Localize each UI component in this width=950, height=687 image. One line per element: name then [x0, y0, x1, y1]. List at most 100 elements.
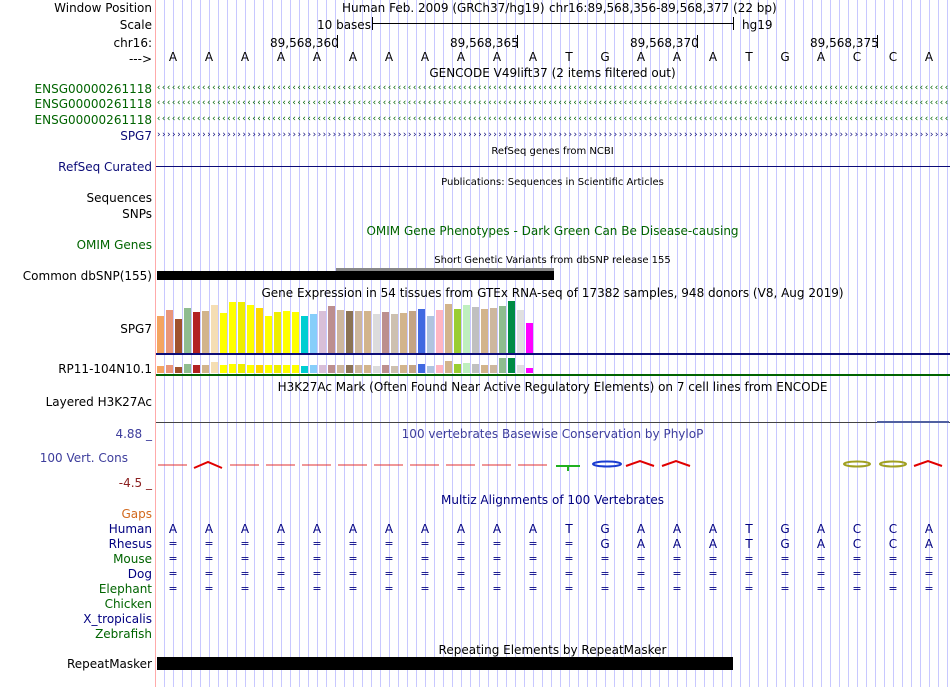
gtex-tissue-bar[interactable] [472, 307, 479, 353]
omim-title[interactable]: OMIM Gene Phenotypes - Dark Green Can Be… [366, 224, 739, 238]
publications-sequences-label[interactable]: Sequences [86, 191, 152, 205]
gtex-tissue-bar[interactable] [301, 316, 308, 353]
gene-strand-line[interactable]: ‹‹‹‹‹‹‹‹‹‹‹‹‹‹‹‹‹‹‹‹‹‹‹‹‹‹‹‹‹‹‹‹‹‹‹‹‹‹‹‹… [156, 98, 948, 108]
gtex-tissue-bar[interactable] [391, 314, 398, 353]
gtex-tissue-bar[interactable] [418, 309, 425, 353]
gtex-tissue-bar[interactable] [220, 365, 227, 373]
species-label[interactable]: Elephant [98, 582, 152, 596]
phylop-label[interactable]: 100 Vert. Cons [39, 451, 128, 465]
gtex-tissue-bar[interactable] [382, 365, 389, 373]
gtex-tissue-bar[interactable] [508, 301, 515, 353]
gtex-tissue-bar[interactable] [265, 316, 272, 353]
gtex-tissue-bar[interactable] [238, 364, 245, 373]
gtex-gene1-line[interactable] [156, 353, 950, 355]
species-label[interactable]: Mouse [113, 552, 152, 566]
h3k27ac-signal[interactable] [877, 421, 949, 423]
gtex-tissue-bar[interactable] [427, 366, 434, 373]
gtex-tissue-bar[interactable] [202, 365, 209, 373]
gencode-title[interactable]: GENCODE V49lift37 (2 items filtered out) [429, 66, 676, 80]
gtex-tissue-bar[interactable] [508, 358, 515, 373]
gtex-tissue-bar[interactable] [499, 306, 506, 353]
phylop-title[interactable]: 100 vertebrates Basewise Conservation by… [401, 427, 704, 441]
species-label[interactable]: Rhesus [108, 537, 152, 551]
gtex-tissue-bar[interactable] [436, 365, 443, 373]
gencode-gene-label[interactable]: ENSG00000261118 [34, 82, 152, 96]
gtex-tissue-bar[interactable] [319, 311, 326, 353]
dbsnp-gray-bar[interactable] [336, 268, 554, 271]
gtex-gene1-label[interactable]: SPG7 [120, 322, 152, 336]
species-label[interactable]: Chicken [104, 597, 152, 611]
gtex-tissue-bar[interactable] [364, 365, 371, 373]
gtex-gene2-line[interactable] [156, 374, 950, 376]
gene-strand-line[interactable]: ‹‹‹‹‹‹‹‹‹‹‹‹‹‹‹‹‹‹‹‹‹‹‹‹‹‹‹‹‹‹‹‹‹‹‹‹‹‹‹‹… [156, 83, 948, 93]
gtex-tissue-bar[interactable] [427, 316, 434, 353]
gtex-tissue-bar[interactable] [184, 364, 191, 373]
gtex-tissue-bar[interactable] [355, 365, 362, 373]
gtex-tissue-bar[interactable] [211, 362, 218, 373]
gaps-label[interactable]: Gaps [121, 507, 152, 521]
gtex-tissue-bar[interactable] [364, 311, 371, 353]
gtex-tissue-bar[interactable] [400, 365, 407, 373]
gtex-tissue-bar[interactable] [463, 305, 470, 353]
refseq-title[interactable]: RefSeq genes from NCBI [491, 146, 614, 157]
gtex-tissue-bar[interactable] [445, 361, 452, 373]
gtex-tissue-bar[interactable] [454, 309, 461, 353]
refseq-gene-line[interactable] [156, 166, 950, 167]
gtex-tissue-bar[interactable] [292, 365, 299, 373]
gtex-tissue-bar[interactable] [247, 305, 254, 353]
gtex-tissue-bar[interactable] [400, 313, 407, 353]
gtex-tissue-bar[interactable] [220, 313, 227, 353]
gtex-tissue-bar[interactable] [409, 365, 416, 373]
gtex-tissue-bar[interactable] [463, 363, 470, 373]
h3k27ac-label[interactable]: Layered H3K27Ac [45, 395, 152, 409]
species-label[interactable]: Zebrafish [95, 627, 152, 641]
dbsnp-label[interactable]: Common dbSNP(155) [22, 269, 152, 283]
gtex-tissue-bar[interactable] [490, 365, 497, 373]
gtex-tissue-bar[interactable] [229, 364, 236, 373]
gtex-tissue-bar[interactable] [355, 311, 362, 353]
gtex-tissue-bar[interactable] [211, 305, 218, 353]
gtex-tissue-bar[interactable] [490, 308, 497, 353]
gtex-tissue-bar[interactable] [202, 311, 209, 353]
gtex-tissue-bar[interactable] [382, 312, 389, 353]
h3k27ac-title[interactable]: H3K27Ac Mark (Often Found Near Active Re… [277, 380, 828, 394]
dbsnp-title[interactable]: Short Genetic Variants from dbSNP releas… [434, 255, 671, 266]
gtex-tissue-bar[interactable] [166, 310, 173, 353]
gtex-tissue-bar[interactable] [283, 365, 290, 373]
gtex-tissue-bar[interactable] [283, 311, 290, 353]
gene-strand-line[interactable]: ››››››››››››››››››››››››››››››››››››››››… [156, 130, 948, 140]
gtex-tissue-bar[interactable] [337, 310, 344, 353]
gtex-tissue-bar[interactable] [229, 302, 236, 353]
gtex-tissue-bar[interactable] [481, 365, 488, 373]
gtex-tissue-bar[interactable] [175, 319, 182, 353]
gtex-tissue-bar[interactable] [499, 358, 506, 373]
gtex-tissue-bar[interactable] [328, 306, 335, 353]
gtex-tissue-bar[interactable] [310, 365, 317, 373]
species-label[interactable]: X_tropicalis [83, 612, 152, 626]
gtex-tissue-bar[interactable] [310, 314, 317, 353]
gtex-tissue-bar[interactable] [193, 312, 200, 353]
gtex-gene2-label[interactable]: RP11-104N10.1 [58, 362, 152, 376]
gtex-tissue-bar[interactable] [319, 365, 326, 373]
gtex-tissue-bar[interactable] [409, 311, 416, 353]
gtex-title[interactable]: Gene Expression in 54 tissues from GTEx … [261, 286, 844, 300]
repeatmasker-title[interactable]: Repeating Elements by RepeatMasker [438, 643, 667, 657]
gtex-tissue-bar[interactable] [454, 364, 461, 373]
gtex-tissue-bar[interactable] [274, 365, 281, 373]
multiz-title[interactable]: Multiz Alignments of 100 Vertebrates [440, 493, 665, 507]
gencode-gene-label[interactable]: ENSG00000261118 [34, 113, 152, 127]
repeatmasker-label[interactable]: RepeatMasker [66, 657, 152, 671]
gtex-tissue-bar[interactable] [373, 314, 380, 353]
gtex-tissue-bar[interactable] [391, 366, 398, 373]
gtex-tissue-bar[interactable] [274, 312, 281, 353]
gtex-tissue-bar[interactable] [301, 366, 308, 373]
publications-snps-label[interactable]: SNPs [122, 207, 152, 221]
omim-label[interactable]: OMIM Genes [76, 238, 152, 252]
species-label[interactable]: Human [108, 522, 152, 536]
gtex-tissue-bar[interactable] [346, 365, 353, 373]
refseq-label[interactable]: RefSeq Curated [58, 160, 152, 174]
gtex-tissue-bar[interactable] [526, 368, 533, 373]
gtex-tissue-bar[interactable] [157, 366, 164, 373]
gtex-tissue-bar[interactable] [472, 364, 479, 373]
